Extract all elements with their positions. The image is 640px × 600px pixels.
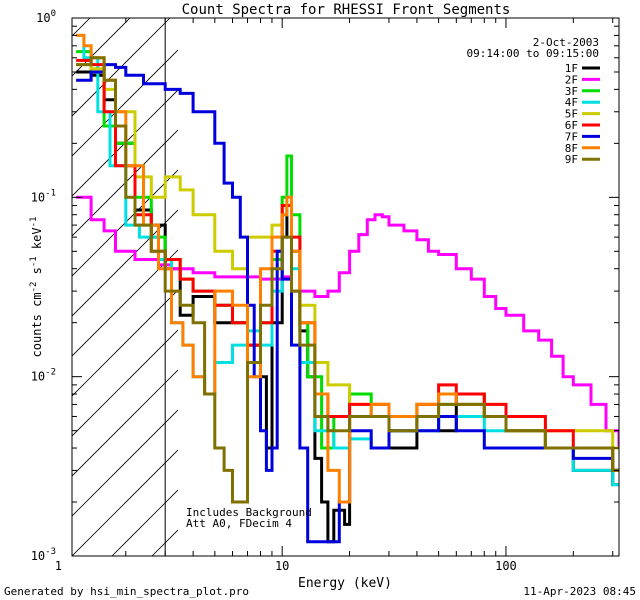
hatch-line — [72, 249, 178, 357]
legend-label-5F: 5F — [565, 108, 578, 121]
generated-by-label: Generated by hsi_min_spectra_plot.pro — [4, 585, 249, 598]
annotation-background: Includes Background — [186, 506, 312, 519]
hatch-line — [72, 369, 178, 477]
x-axis-label: Energy (keV) — [298, 576, 392, 591]
x-tick-label: 1 — [55, 559, 62, 573]
hatch-line — [0, 0, 32, 556]
timestamp-label: 11-Apr-2023 08:45 — [523, 585, 636, 598]
date-label: 2-Oct-2003 — [533, 36, 599, 49]
hatch-line — [72, 409, 178, 517]
hatch-line — [72, 49, 178, 157]
y-tick-label: 10-3 — [31, 547, 56, 563]
legend-label-3F: 3F — [565, 85, 578, 98]
series-1F-line — [76, 70, 619, 544]
series-2F-line — [76, 195, 619, 450]
hatch-line — [232, 0, 640, 556]
series-7F-line — [76, 63, 619, 544]
x-tick-label: 10 — [275, 559, 289, 573]
y-tick-label: 10-2 — [31, 368, 56, 384]
legend-label-1F: 1F — [565, 62, 578, 75]
legend-label-9F: 9F — [565, 153, 578, 166]
chart-title: Count Spectra for RHESSI Front Segments — [182, 2, 511, 18]
series-8F-line — [76, 33, 619, 504]
y-tick-label: 100 — [36, 9, 56, 25]
annotation-attenuator: Att A0, FDecim 4 — [186, 517, 292, 530]
y-axis-label: counts cm-2 s-1 keV-1 — [29, 217, 44, 358]
time-range-label: 09:14:00 to 09:15:00 — [467, 47, 599, 60]
legend-label-7F: 7F — [565, 130, 578, 143]
legend-label-8F: 8F — [565, 142, 578, 155]
hatched-region — [0, 0, 640, 556]
hatch-line — [72, 209, 178, 317]
plot-frame — [71, 17, 620, 557]
y-tick-label: 10-1 — [31, 188, 56, 204]
legend-label-6F: 6F — [565, 119, 578, 132]
x-tick-label: 100 — [495, 559, 517, 573]
legend-label-4F: 4F — [565, 96, 578, 109]
series-9F-line — [76, 56, 619, 504]
hatch-line — [72, 18, 91, 37]
legend-label-2F: 2F — [565, 73, 578, 86]
hatch-line — [72, 18, 131, 77]
